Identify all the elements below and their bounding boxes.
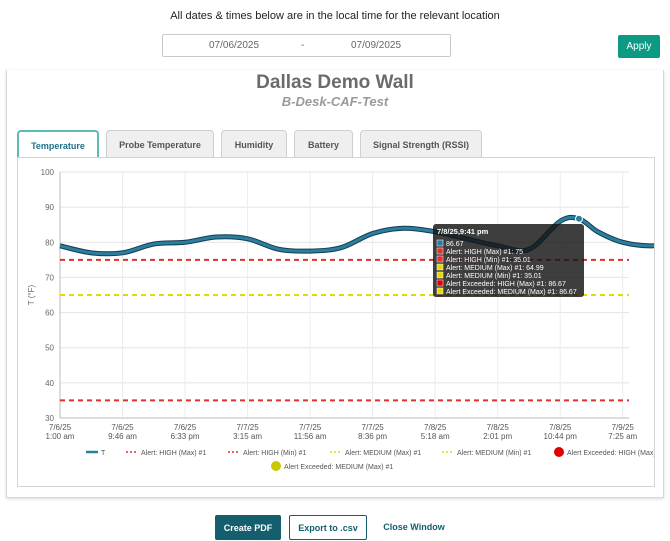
tooltip-swatch <box>436 287 444 295</box>
x-tick-label: 7/6/25 <box>174 423 197 432</box>
x-tick-label: 2:01 pm <box>483 432 512 441</box>
y-tick-label: 60 <box>45 309 54 318</box>
legend-label: Alert: MEDIUM (Min) #1 <box>457 450 531 457</box>
y-tick-label: 40 <box>45 379 54 388</box>
x-tick-label: 7/6/25 <box>111 423 134 432</box>
date-from[interactable]: 07/06/2025 <box>209 40 260 51</box>
y-axis-label: T (°F) <box>27 284 36 305</box>
close-window-button[interactable]: Close Window <box>379 515 449 540</box>
tab-probe-temperature[interactable]: Probe Temperature <box>106 130 214 158</box>
y-tick-label: 50 <box>45 344 54 353</box>
x-tick-label: 9:46 am <box>108 432 137 441</box>
y-tick-label: 30 <box>45 414 54 423</box>
x-tick-label: 5:18 am <box>421 432 450 441</box>
x-tick-label: 7/8/25 <box>487 423 510 432</box>
x-tick-label: 7/9/25 <box>612 423 635 432</box>
tooltip-swatch <box>436 263 444 271</box>
x-tick-label: 7/7/25 <box>299 423 322 432</box>
legend-label: T <box>101 450 106 457</box>
tooltip-row: Alert: HIGH (Min) #1: 35.01 <box>446 257 531 264</box>
legend-swatch <box>271 461 281 471</box>
date-range-input[interactable]: 07/06/2025 - 07/09/2025 <box>162 34 451 57</box>
legend-label: Alert Exceeded: HIGH (Max) #1 <box>567 450 654 457</box>
page-subtitle: B-Desk-CAF-Test <box>281 94 389 109</box>
x-tick-label: 7/7/25 <box>362 423 385 432</box>
create-pdf-button[interactable]: Create PDF <box>215 515 281 540</box>
x-tick-label: 7/7/25 <box>236 423 259 432</box>
hovered-point <box>574 214 583 223</box>
tooltip-box <box>433 224 584 297</box>
tooltip-swatch <box>436 239 444 247</box>
y-tick-label: 70 <box>45 273 54 282</box>
tooltip-swatch <box>436 255 444 263</box>
tooltip-row: Alert Exceeded: MEDIUM (Max) #1: 86.67 <box>446 289 577 296</box>
legend-label: Alert: MEDIUM (Max) #1 <box>345 450 421 457</box>
x-tick-label: 7/8/25 <box>549 423 572 432</box>
tooltip-row: 86.67 <box>446 241 464 248</box>
date-to[interactable]: 07/09/2025 <box>351 40 402 51</box>
legend-label: Alert Exceeded: MEDIUM (Max) #1 <box>284 464 393 471</box>
chart-box: 100 90 80 70 60 50 40 30 7/6/25 1:00 am 7/6/25 9:46… <box>17 157 670 487</box>
tooltip-title: 7/8/25,9:41 pm <box>437 227 489 236</box>
tooltip-swatch <box>436 279 444 287</box>
x-tick-label: 11:56 am <box>294 432 327 441</box>
legend-label: Alert: HIGH (Min) #1 <box>243 450 307 457</box>
tab-temperature[interactable]: Temperature <box>17 130 99 159</box>
x-tick-label: 3:15 am <box>233 432 262 441</box>
tooltip-row: Alert: MEDIUM (Max) #1: 64.99 <box>446 265 544 272</box>
tab-signal-strength[interactable]: Signal Strength (RSSI) <box>360 130 482 158</box>
tooltip-row: Alert: MEDIUM (Min) #1: 35.01 <box>446 273 542 280</box>
x-tick-label: 6:33 pm <box>171 432 200 441</box>
x-tick-label: 7/6/25 <box>49 423 72 432</box>
y-tick-label: 80 <box>45 238 54 247</box>
x-tick-label: 1:00 am <box>46 432 75 441</box>
y-tick-label: 100 <box>41 168 55 177</box>
tooltip-swatch <box>436 247 444 255</box>
timezone-notice: All dates & times below are in the local… <box>170 10 500 22</box>
tooltip-row: Alert: HIGH (Max) #1: 75 <box>446 249 523 256</box>
x-tick-label: 7:25 am <box>608 432 637 441</box>
date-separator: - <box>301 40 305 51</box>
tab-battery[interactable]: Battery <box>294 130 353 158</box>
series-line-t <box>59 215 670 256</box>
apply-button[interactable]: Apply <box>618 35 660 58</box>
legend-swatch <box>554 447 564 457</box>
export-csv-button[interactable]: Export to .csv <box>289 515 367 540</box>
page-title: Dallas Demo Wall <box>256 72 414 93</box>
y-tick-label: 90 <box>45 203 54 212</box>
x-tick-label: 8:36 pm <box>358 432 387 441</box>
x-tick-label: 7/8/25 <box>424 423 447 432</box>
tooltip-row: Alert Exceeded: HIGH (Max) #1: 86.67 <box>446 281 566 288</box>
tooltip-swatch <box>436 271 444 279</box>
x-tick-label: 10:44 pm <box>544 432 578 441</box>
tab-humidity[interactable]: Humidity <box>221 130 287 158</box>
legend-label: Alert: HIGH (Max) #1 <box>141 450 206 457</box>
